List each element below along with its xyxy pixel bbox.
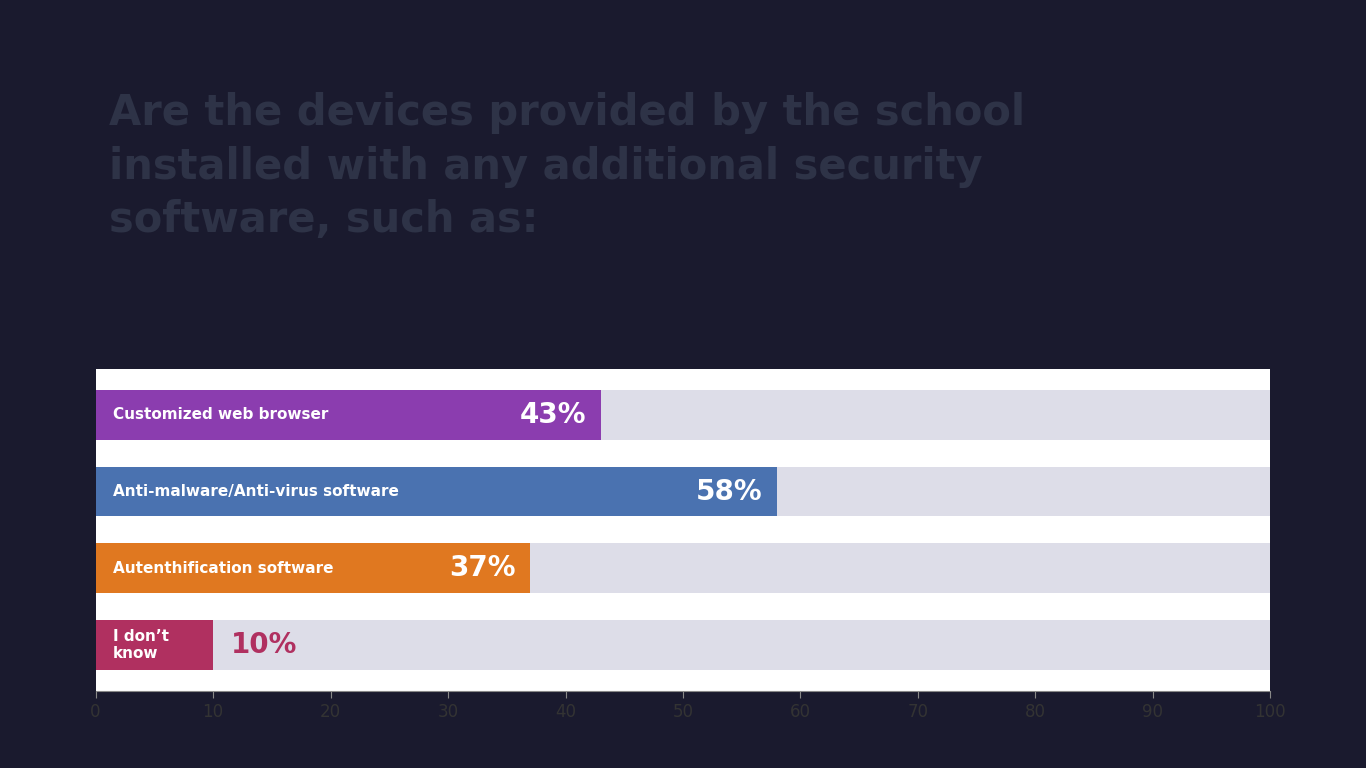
Bar: [96, 544, 530, 593]
Text: 10%: 10%: [231, 631, 296, 659]
Bar: [96, 467, 777, 517]
Text: Are the devices provided by the school
installed with any additional security
so: Are the devices provided by the school i…: [109, 92, 1026, 241]
Text: Autenthification software: Autenthification software: [113, 561, 333, 576]
Text: I don’t
know: I don’t know: [113, 629, 169, 661]
Bar: [96, 621, 213, 670]
Text: 58%: 58%: [697, 478, 762, 505]
Text: Anti-malware/Anti-virus software: Anti-malware/Anti-virus software: [113, 484, 399, 499]
Bar: [96, 390, 1270, 439]
Bar: [96, 544, 1270, 593]
Bar: [96, 467, 1270, 517]
Text: 43%: 43%: [520, 401, 586, 429]
Text: 37%: 37%: [449, 554, 516, 582]
Text: Customized web browser: Customized web browser: [113, 407, 329, 422]
Bar: [96, 621, 1270, 670]
Bar: [96, 390, 601, 439]
